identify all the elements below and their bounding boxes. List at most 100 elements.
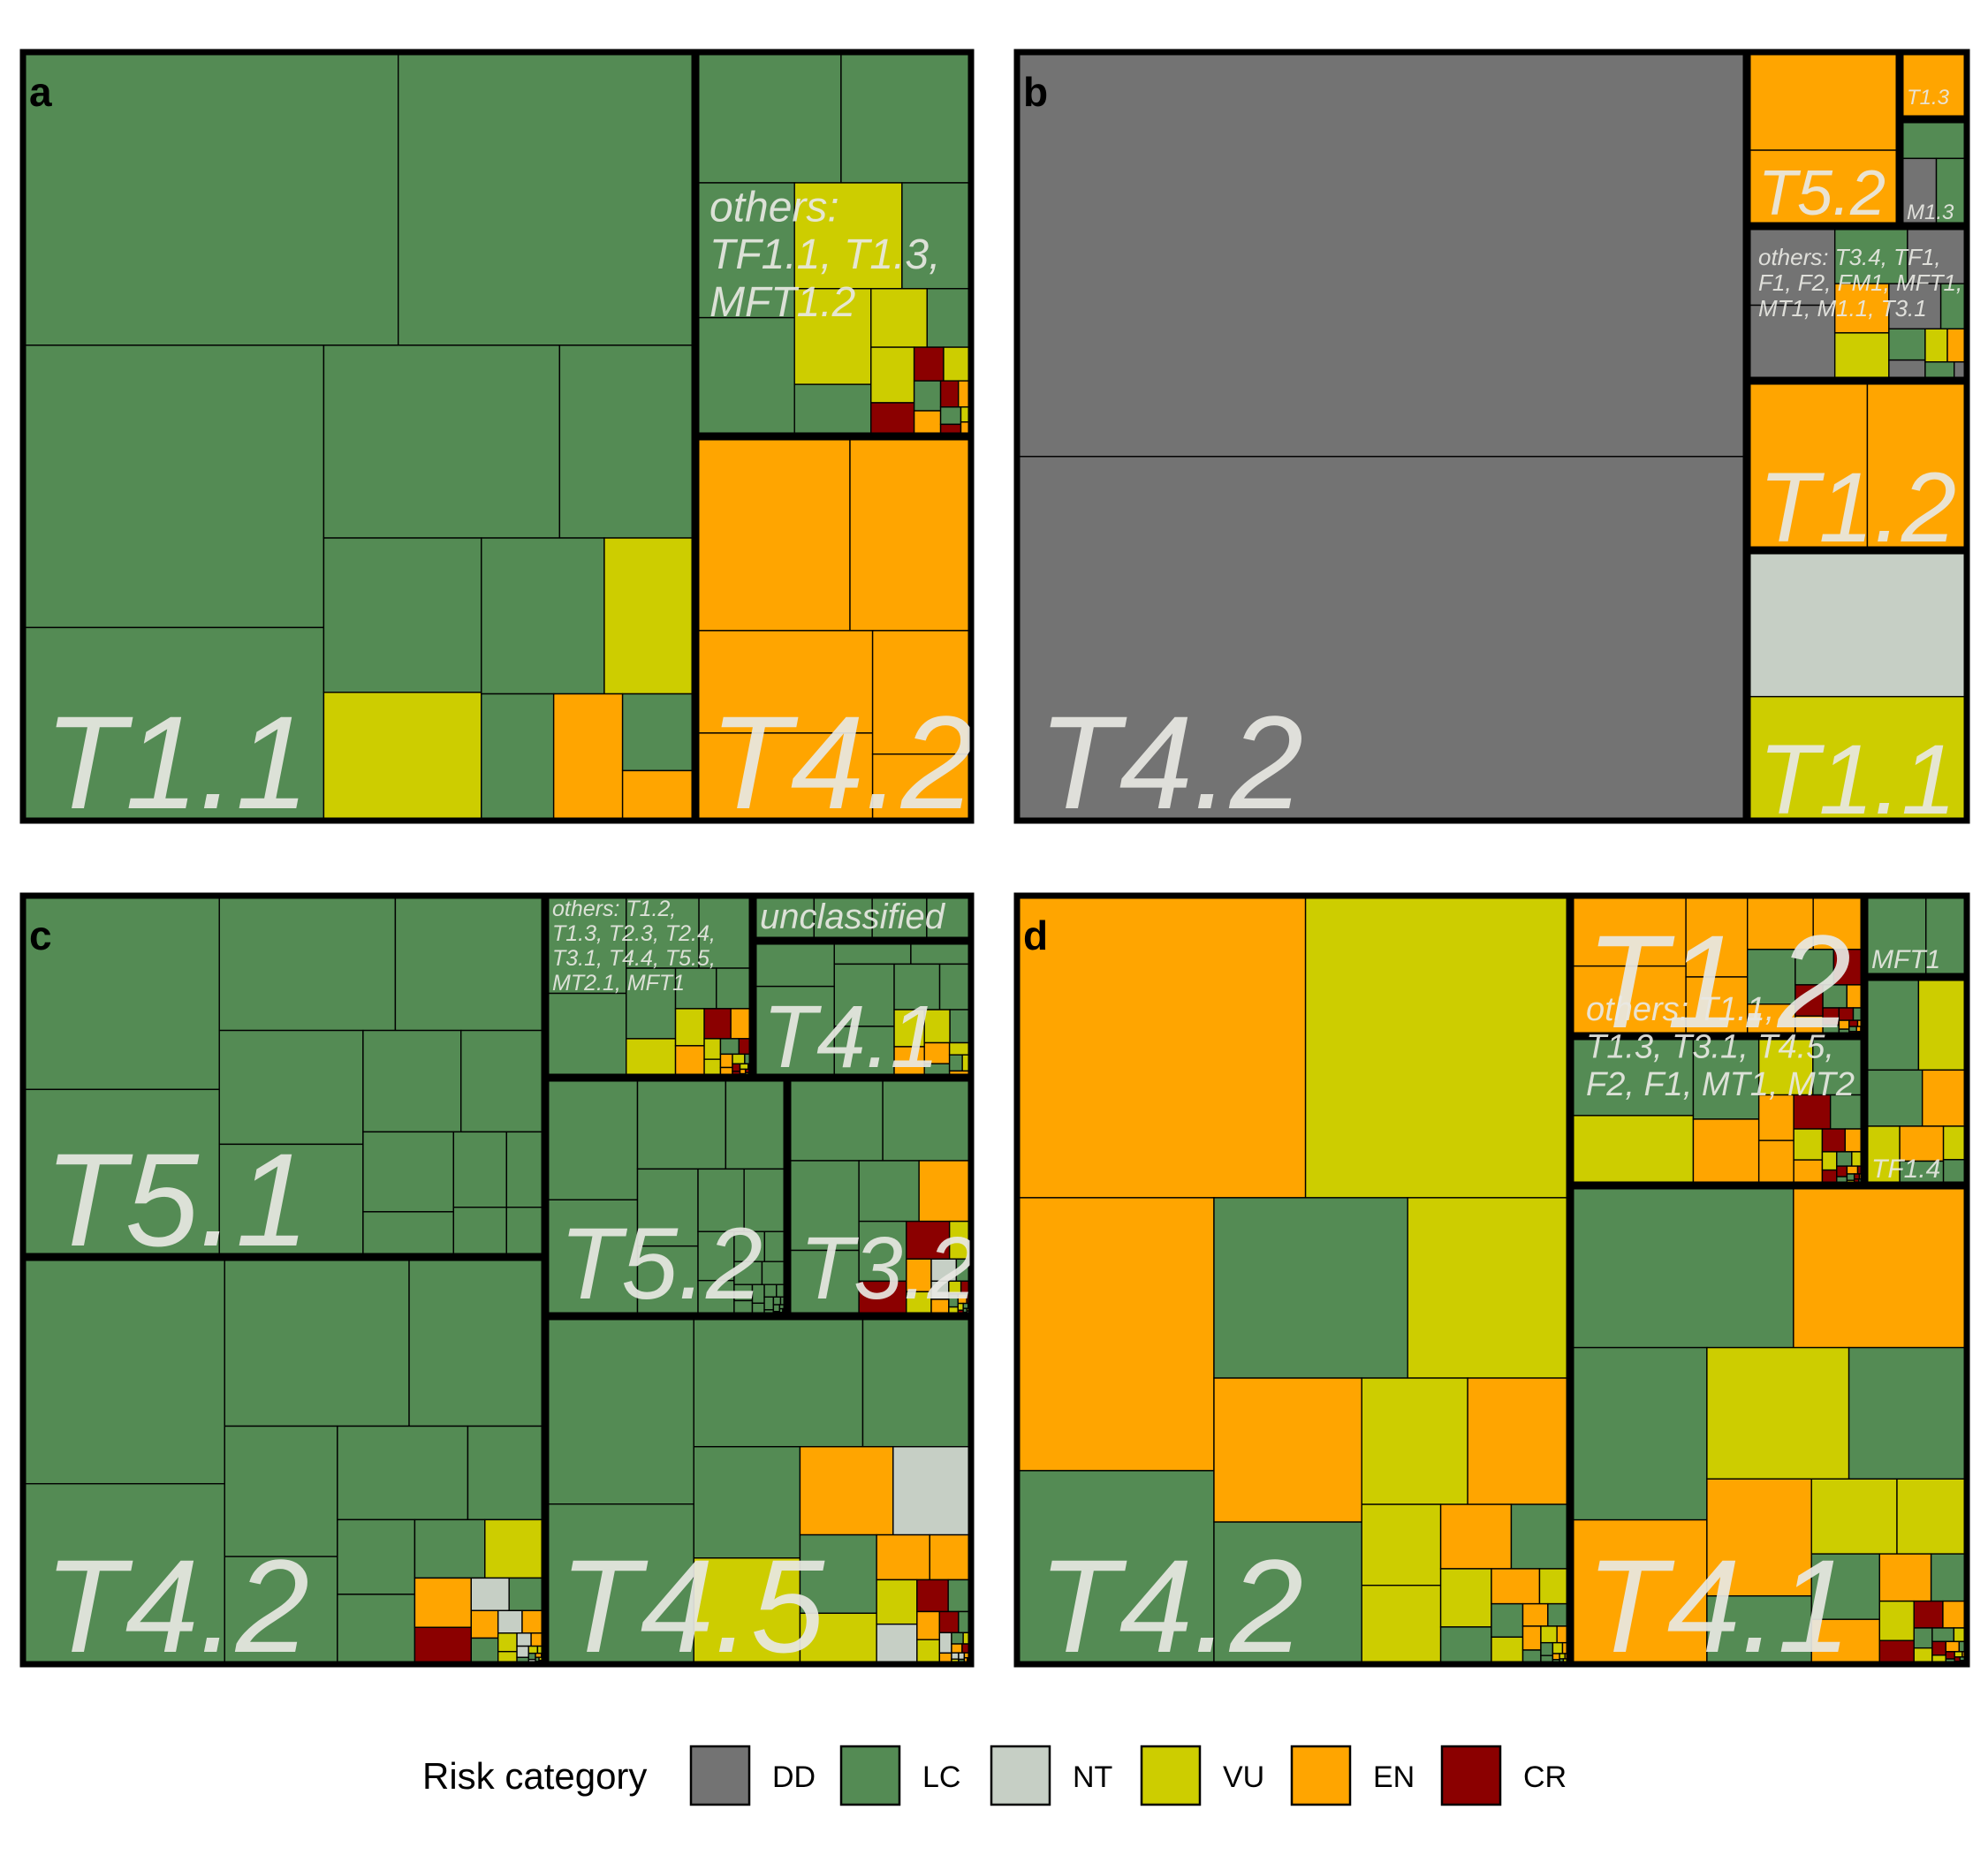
tile-LC — [224, 1425, 338, 1557]
tile-LC — [858, 1220, 907, 1283]
group-label-line: unclassified — [760, 897, 946, 936]
legend-label-LC: LC — [922, 1760, 960, 1794]
group-label: T4.2 — [1038, 1532, 1303, 1680]
tile-CR — [414, 1626, 472, 1665]
tile-EN — [552, 693, 624, 822]
tile-CR — [703, 1008, 732, 1040]
tile-EN — [1706, 1478, 1812, 1597]
tile-VU — [693, 1557, 801, 1665]
tile-LC — [951, 1632, 964, 1645]
tile-LC — [1846, 1173, 1855, 1181]
tile-VU — [626, 1038, 677, 1079]
group-label-line: others: T1.2, — [552, 897, 676, 921]
tile-LC — [761, 1261, 788, 1285]
panel-frame — [1013, 49, 1970, 824]
tile-VU — [870, 288, 929, 348]
tile-EN — [1467, 1377, 1571, 1505]
group-label-line: T3.2 — [800, 1219, 976, 1318]
group-border — [1895, 115, 1968, 231]
tile-LC — [626, 967, 677, 1040]
group-label: T4.2 — [1038, 688, 1303, 837]
tile-LC — [763, 1296, 775, 1311]
group-label-line: T4.1 — [1586, 1532, 1851, 1680]
legend-key-VU — [1140, 1745, 1202, 1806]
tile-EN — [1746, 51, 1901, 151]
group-label: others: T1.2, T1.3, T2.3, T2.4, T3.1, T4.4… — [552, 897, 716, 996]
tile-EN — [918, 1160, 972, 1223]
group-label-line: MFT1.2 — [709, 279, 855, 326]
group-label: T5.2 — [559, 1208, 763, 1321]
tile-LC — [408, 1256, 546, 1427]
tile-EN — [1747, 895, 1814, 950]
tile-LC — [394, 895, 546, 1032]
group-label-line: TF1.1, T1.3, — [709, 231, 940, 278]
tile-NT — [892, 1446, 972, 1536]
tile-CR — [913, 346, 945, 382]
tile-LC — [1016, 1470, 1215, 1665]
tile-VU — [1361, 1503, 1442, 1586]
tile-VU — [674, 1008, 705, 1047]
group-3 — [1742, 376, 1968, 555]
tile-LC — [1863, 895, 1927, 978]
tile-LC — [913, 380, 942, 412]
group-label: T4.2 — [709, 688, 975, 837]
tile-DD — [1016, 51, 1748, 458]
tile-VU — [1491, 1636, 1524, 1665]
group-label-line: T1.2 — [1758, 452, 1956, 563]
group-label-line: T1.3, T3.1, T4.5, — [1586, 1028, 1834, 1065]
tile-EN — [1569, 965, 1687, 1037]
tile-LC — [414, 1518, 486, 1579]
tile-LC — [697, 1168, 745, 1232]
tile-LC — [694, 316, 795, 437]
tile-DD — [1746, 225, 1836, 307]
tile-LC — [1692, 1035, 1760, 1120]
panel-a: T1.1 others: TF1.1, T1.3, MFT1.2 T4.2 a — [19, 49, 975, 837]
tile-LC — [337, 1425, 469, 1521]
tile-LC — [763, 1283, 778, 1298]
tile-VU — [739, 1063, 749, 1071]
tile-EN — [1899, 51, 1968, 120]
tile-VU — [1361, 1377, 1468, 1505]
tile-LC — [22, 1256, 225, 1485]
panel-frame — [19, 892, 975, 1668]
tile-LC — [1439, 1626, 1492, 1665]
group-label: others: T3.4, TF1, F1, F2, FM1, MFT1, MT1,… — [1758, 244, 1962, 322]
group-label-line: M1.3 — [1907, 201, 1954, 224]
legend-label-CR: CR — [1523, 1760, 1567, 1794]
panel-frame — [1013, 892, 1970, 1668]
tile-LC — [452, 1206, 507, 1258]
group-7 — [1895, 115, 1968, 231]
tile-EN — [1746, 380, 1869, 551]
tile-CR — [1945, 1651, 1955, 1660]
tile-LC — [861, 1315, 972, 1448]
tile-LC — [752, 895, 816, 942]
tile-EN — [799, 1446, 894, 1536]
tile-LC — [22, 1088, 220, 1258]
tile-VU — [1954, 1651, 1963, 1658]
group-label: T4.1 — [763, 988, 939, 1086]
tile-LC — [398, 51, 696, 346]
tile-EN — [739, 1068, 747, 1075]
tile-LC — [1510, 1503, 1571, 1570]
tile-NT — [516, 1645, 529, 1658]
tile-CR — [1878, 1639, 1915, 1665]
group-label-line: T4.2 — [1038, 688, 1303, 837]
legend-key-CR — [1440, 1745, 1502, 1806]
tile-VU — [793, 288, 872, 385]
tile-VU — [1878, 1600, 1915, 1641]
legend-key-DD — [689, 1745, 751, 1806]
tile-NT — [930, 1258, 958, 1283]
tile-LC — [694, 182, 795, 319]
tile-VU — [793, 182, 903, 290]
tile-LC — [733, 1261, 763, 1285]
tile-LC — [1810, 1553, 1880, 1620]
tile-EN — [1846, 1165, 1859, 1175]
panel-c: T5.1 T4.2 T4.5 T5.2 T3.2 T4.1 others: T1.2, T1.… — [19, 892, 976, 1668]
group-label-line: T1.3, T2.3, T2.4, — [552, 921, 716, 946]
tile-EN — [1569, 1518, 1708, 1665]
tile-LC — [218, 895, 397, 1032]
tile-CR — [732, 1063, 741, 1072]
tile-LC — [558, 344, 696, 539]
